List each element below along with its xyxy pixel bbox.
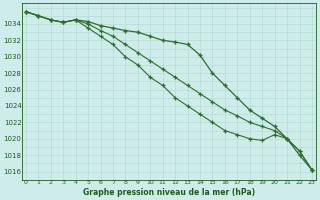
X-axis label: Graphe pression niveau de la mer (hPa): Graphe pression niveau de la mer (hPa)	[83, 188, 255, 197]
